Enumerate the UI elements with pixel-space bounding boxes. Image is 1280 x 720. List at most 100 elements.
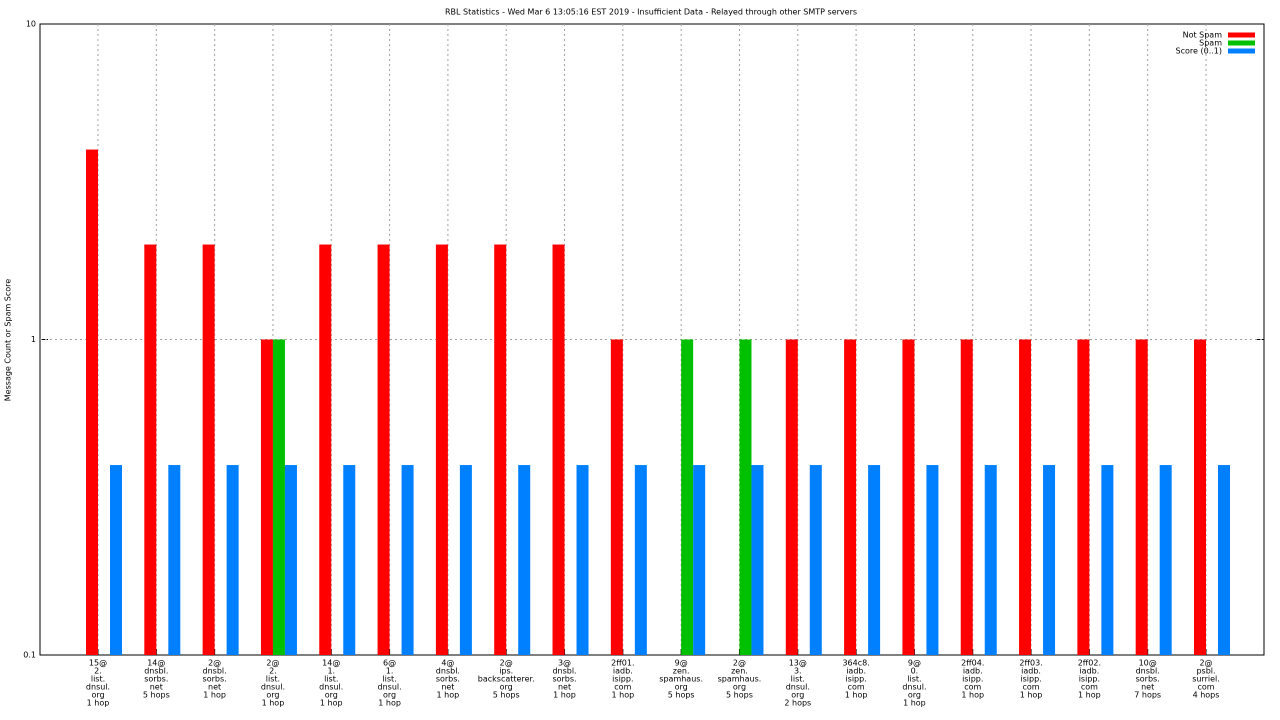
x-tick-label: 5 hops: [726, 691, 753, 700]
x-tick-label: com: [1197, 683, 1214, 692]
x-tick-label: com: [848, 683, 865, 692]
x-tick-label: list.: [907, 675, 921, 684]
chart-title: RBL Statistics - Wed Mar 6 13:05:16 EST …: [445, 8, 857, 17]
x-tick-label: dnsul.: [902, 683, 926, 692]
x-tick-label: 1 hop: [553, 691, 576, 700]
x-tick-label: list.: [791, 675, 805, 684]
x-tick-label: 2@: [733, 659, 746, 668]
x-tick-label: 14@: [322, 659, 340, 668]
bar: [751, 465, 764, 655]
x-tick-label: isipp.: [962, 675, 983, 684]
x-tick-label: 2@: [208, 659, 221, 668]
bar: [144, 244, 157, 656]
bar: [1043, 465, 1056, 655]
legend-swatch: [1228, 40, 1255, 46]
bar: [168, 465, 181, 655]
x-tick-label: sorbs.: [1136, 675, 1160, 684]
x-tick-label: dnsbl.: [1136, 667, 1160, 676]
x-tick-label: 2@: [500, 659, 513, 668]
x-tick-label: list.: [91, 675, 105, 684]
x-tick-label: iadb.: [1079, 667, 1099, 676]
x-tick-label: dnsul.: [319, 683, 343, 692]
x-tick-label: 2ff01.: [611, 659, 634, 668]
bar: [844, 339, 857, 655]
bar: [1101, 465, 1114, 655]
bar: [202, 244, 215, 656]
legend-swatch: [1228, 48, 1255, 54]
y-tick-label: 10: [26, 20, 36, 29]
x-tick-label: list.: [382, 675, 396, 684]
x-tick-label: 6@: [383, 659, 396, 668]
bar: [552, 244, 565, 656]
x-tick-label: org: [675, 683, 688, 692]
bar: [1159, 465, 1172, 655]
x-tick-label: 2@: [266, 659, 279, 668]
bar: [960, 339, 973, 655]
x-tick-label: iadb.: [1021, 667, 1041, 676]
x-tick-label: surriel.: [1192, 675, 1220, 684]
bar: [343, 465, 356, 655]
x-tick-label: org: [383, 691, 396, 700]
bar: [86, 149, 98, 655]
x-tick-label: 9@: [675, 659, 688, 668]
bar: [681, 339, 694, 655]
x-tick-label: sorbs.: [203, 675, 227, 684]
x-tick-label: 1 hop: [262, 699, 285, 708]
bar: [518, 465, 531, 655]
bar: [319, 244, 332, 656]
x-tick-label: org: [791, 691, 804, 700]
x-tick-label: net: [441, 683, 454, 692]
x-tick-label: dnsbl.: [552, 667, 576, 676]
x-tick-label: dnsul.: [261, 683, 285, 692]
x-tick-label: iadb.: [846, 667, 866, 676]
x-tick-label: 1 hop: [203, 691, 226, 700]
x-tick-label: dnsul.: [86, 683, 110, 692]
x-tick-label: iadb.: [963, 667, 983, 676]
bar: [1194, 339, 1206, 655]
bar: [377, 244, 390, 656]
legend-label: Spam: [1199, 39, 1222, 48]
x-tick-label: 2.: [94, 667, 102, 676]
x-tick-label: net: [150, 683, 163, 692]
bar: [926, 465, 939, 655]
x-tick-label: org: [325, 691, 338, 700]
y-tick-label: 1: [31, 335, 36, 344]
x-tick-label: 1 hop: [320, 699, 343, 708]
x-tick-label: 14@: [147, 659, 165, 668]
bar: [739, 339, 752, 655]
bar: [984, 465, 997, 655]
x-tick-label: ips.: [499, 667, 513, 676]
bar: [494, 244, 507, 656]
bar: [1218, 465, 1230, 655]
x-tick-label: 2ff02.: [1078, 659, 1101, 668]
x-tick-label: org: [733, 683, 746, 692]
x-tick-label: 5 hops: [493, 691, 520, 700]
x-tick-label: com: [1023, 683, 1040, 692]
x-tick-label: dnsul.: [378, 683, 402, 692]
x-tick-label: psbl.: [1196, 667, 1215, 676]
x-tick-label: 1 hop: [611, 691, 634, 700]
x-tick-label: list.: [324, 675, 338, 684]
x-tick-label: 9@: [908, 659, 921, 668]
y-axis-label: Message Count or Spam Score: [4, 279, 13, 402]
x-tick-label: list.: [266, 675, 280, 684]
x-tick-label: zen.: [731, 667, 748, 676]
x-tick-label: org: [500, 683, 513, 692]
x-tick-label: 1 hop: [961, 691, 984, 700]
x-tick-label: 7 hops: [1134, 691, 1161, 700]
bar: [284, 465, 297, 655]
bar: [785, 339, 798, 655]
x-tick-label: 1.: [386, 667, 394, 676]
x-tick-label: sorbs.: [144, 675, 168, 684]
legend-swatch: [1228, 32, 1255, 38]
x-tick-label: 2@: [1199, 659, 1212, 668]
x-tick-label: 2ff03.: [1019, 659, 1042, 668]
x-tick-label: 0.: [911, 667, 919, 676]
x-tick-label: isipp.: [845, 675, 866, 684]
x-tick-label: 5 hops: [143, 691, 170, 700]
x-tick-label: dnsul.: [786, 683, 810, 692]
x-tick-label: isipp.: [612, 675, 633, 684]
legend-label: Score (0..1): [1176, 47, 1222, 56]
x-tick-label: isipp.: [1079, 675, 1100, 684]
x-tick-label: 1 hop: [845, 691, 868, 700]
